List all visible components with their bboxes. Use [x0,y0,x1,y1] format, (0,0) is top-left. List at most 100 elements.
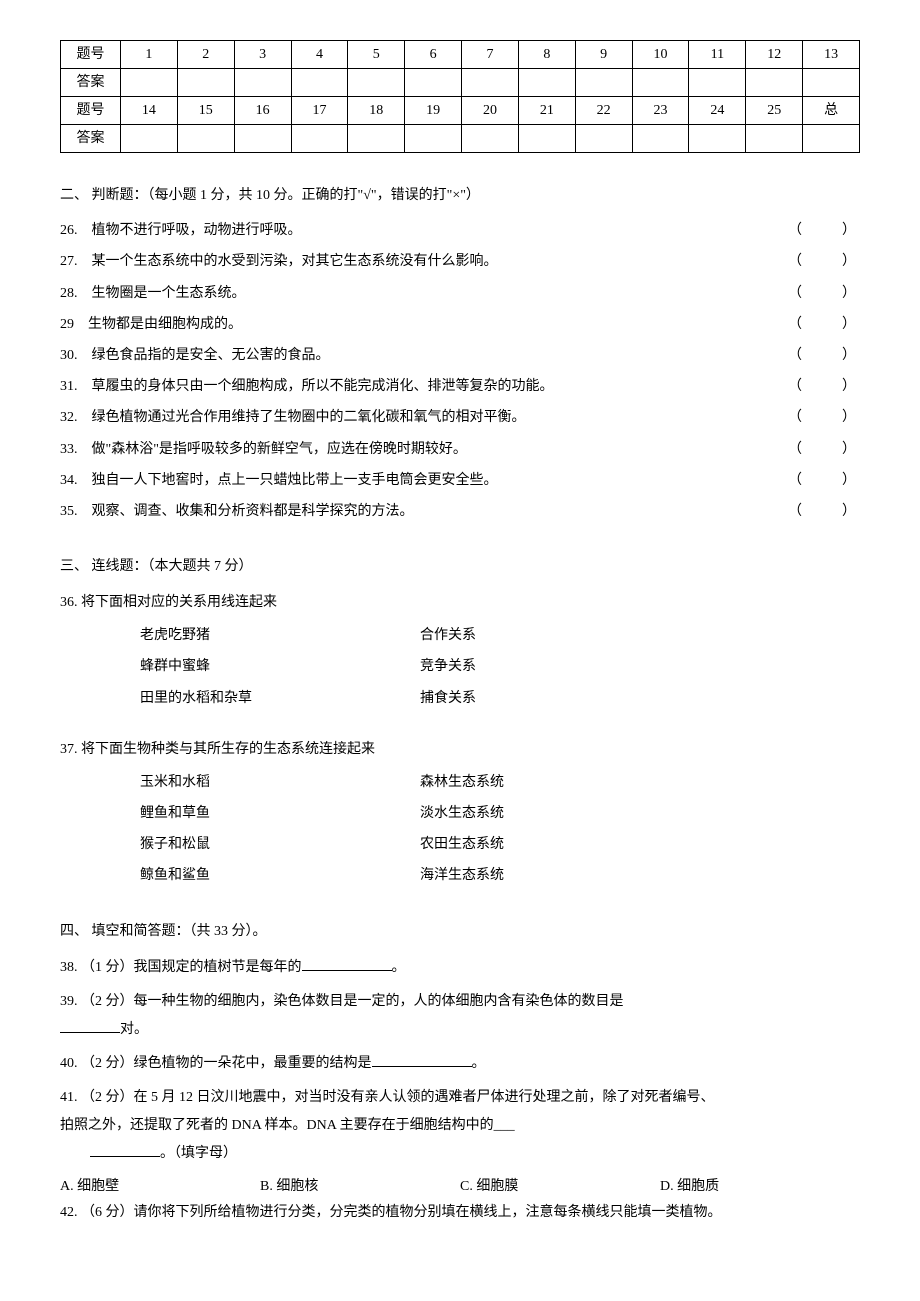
tf-question: 32. 绿色植物通过光合作用维持了生物圈中的二氧化碳和氧气的相对平衡。（ ） [60,405,860,430]
matching-left: 田里的水稻和杂草 [140,686,420,711]
question-text: 26. 植物不进行呼吸，动物进行呼吸。 [60,218,768,243]
answer-cell [689,125,746,153]
q-text: 。（填字母） [160,1146,237,1161]
tf-question: 33. 做"森林浴"是指呼吸较多的新鲜空气，应选在傍晚时期较好。（ ） [60,437,860,462]
q-text: （2 分）绿色植物的一朵花中，最重要的结构是 [81,1056,372,1071]
answer-cell [234,69,291,97]
matching-left: 鲸鱼和鲨鱼 [140,863,420,888]
question-text: 29 生物都是由细胞构成的。 [60,312,768,337]
row-label: 答案 [61,125,121,153]
option-b: B. 细胞核 [260,1174,460,1199]
col-num: 22 [575,97,632,125]
q37-prompt: 37. 将下面生物种类与其所生存的生态系统连接起来 [60,736,860,764]
matching-left: 猴子和松鼠 [140,832,420,857]
question-text: 32. 绿色植物通过光合作用维持了生物圈中的二氧化碳和氧气的相对平衡。 [60,405,768,430]
answer-cell [348,69,405,97]
answer-cell [803,69,860,97]
col-num: 10 [632,41,689,69]
q40: 40. （2 分）绿色植物的一朵花中，最重要的结构是。 [60,1050,860,1078]
q-num: 42. [60,1205,78,1220]
matching-row: 鲸鱼和鲨鱼海洋生态系统 [60,863,860,888]
q41-options: A. 细胞壁 B. 细胞核 C. 细胞膜 D. 细胞质 [60,1174,860,1199]
col-num: 23 [632,97,689,125]
col-num: 6 [405,41,462,69]
col-num: 3 [234,41,291,69]
tf-question: 28. 生物圈是一个生态系统。（ ） [60,281,860,306]
q-num: 39. [60,994,78,1009]
answer-cell [518,125,575,153]
answer-cell [291,69,348,97]
answer-cell [803,125,860,153]
matching-right: 淡水生态系统 [420,801,860,826]
blank [90,1156,160,1157]
question-text: 30. 绿色食品指的是安全、无公害的食品。 [60,343,768,368]
col-num: 15 [177,97,234,125]
matching-left: 玉米和水稻 [140,770,420,795]
answer-cell [462,125,519,153]
matching-row: 鲤鱼和草鱼淡水生态系统 [60,801,860,826]
answer-cell [121,125,178,153]
col-num: 14 [121,97,178,125]
matching-row: 蜂群中蜜蜂竞争关系 [60,654,860,679]
col-num: 18 [348,97,405,125]
tf-question: 30. 绿色食品指的是安全、无公害的食品。（ ） [60,343,860,368]
matching-row: 田里的水稻和杂草捕食关系 [60,686,860,711]
matching-left: 鲤鱼和草鱼 [140,801,420,826]
blank [60,1032,120,1033]
col-num: 25 [746,97,803,125]
question-text: 28. 生物圈是一个生态系统。 [60,281,768,306]
col-num: 20 [462,97,519,125]
answer-paren: （ ） [768,343,860,368]
answer-cell [632,125,689,153]
row-label: 题号 [61,41,121,69]
col-num: 24 [689,97,746,125]
answer-cell [575,125,632,153]
matching-row: 老虎吃野猪合作关系 [60,623,860,648]
question-text: 35. 观察、调查、收集和分析资料都是科学探究的方法。 [60,499,768,524]
tf-question: 29 生物都是由细胞构成的。（ ） [60,312,860,337]
answer-paren: （ ） [768,281,860,306]
option-d: D. 细胞质 [660,1174,860,1199]
matching-right: 捕食关系 [420,686,860,711]
section4-title: 四、 填空和简答题：（共 33 分）。 [60,919,860,944]
q-text: 。 [392,960,406,975]
answer-cell [632,69,689,97]
matching-right: 合作关系 [420,623,860,648]
matching-row: 猴子和松鼠农田生态系统 [60,832,860,857]
col-num: 4 [291,41,348,69]
tf-question: 26. 植物不进行呼吸，动物进行呼吸。（ ） [60,218,860,243]
matching-right: 农田生态系统 [420,832,860,857]
answer-cell [575,69,632,97]
tf-question: 34. 独自一人下地窖时，点上一只蜡烛比带上一支手电筒会更安全些。（ ） [60,468,860,493]
answer-cell [234,125,291,153]
answer-paren: （ ） [768,499,860,524]
answer-cell [348,125,405,153]
q39: 39. （2 分）每一种生物的细胞内，染色体数目是一定的，人的体细胞内含有染色体… [60,988,860,1044]
answer-paren: （ ） [768,312,860,337]
q38: 38. （1 分）我国规定的植树节是每年的。 [60,954,860,982]
section2-title: 二、 判断题：（每小题 1 分，共 10 分。正确的打"√"，错误的打"×"） [60,183,860,208]
matching-row: 玉米和水稻森林生态系统 [60,770,860,795]
q-text: （2 分）每一种生物的细胞内，染色体数目是一定的，人的体细胞内含有染色体的数目是 [81,994,624,1009]
question-text: 27. 某一个生态系统中的水受到污染，对其它生态系统没有什么影响。 [60,249,768,274]
col-num: 2 [177,41,234,69]
col-num: 16 [234,97,291,125]
answer-cell [462,69,519,97]
true-false-list: 26. 植物不进行呼吸，动物进行呼吸。（ ）27. 某一个生态系统中的水受到污染… [60,218,860,524]
col-num: 7 [462,41,519,69]
col-num: 12 [746,41,803,69]
answer-cell [177,69,234,97]
matching-right: 竞争关系 [420,654,860,679]
col-num: 1 [121,41,178,69]
question-text: 34. 独自一人下地窖时，点上一只蜡烛比带上一支手电筒会更安全些。 [60,468,768,493]
answer-cell [121,69,178,97]
q-text: 拍照之外，还提取了死者的 DNA 样本。DNA 主要存在于细胞结构中的___ [60,1118,515,1133]
blank [302,970,392,971]
q36-prompt: 36. 将下面相对应的关系用线连起来 [60,589,860,617]
q-text: （1 分）我国规定的植树节是每年的 [81,960,302,975]
answer-cell [405,125,462,153]
question-text: 33. 做"森林浴"是指呼吸较多的新鲜空气，应选在傍晚时期较好。 [60,437,768,462]
answer-cell [291,125,348,153]
answer-cell [177,125,234,153]
matching-right: 海洋生态系统 [420,863,860,888]
